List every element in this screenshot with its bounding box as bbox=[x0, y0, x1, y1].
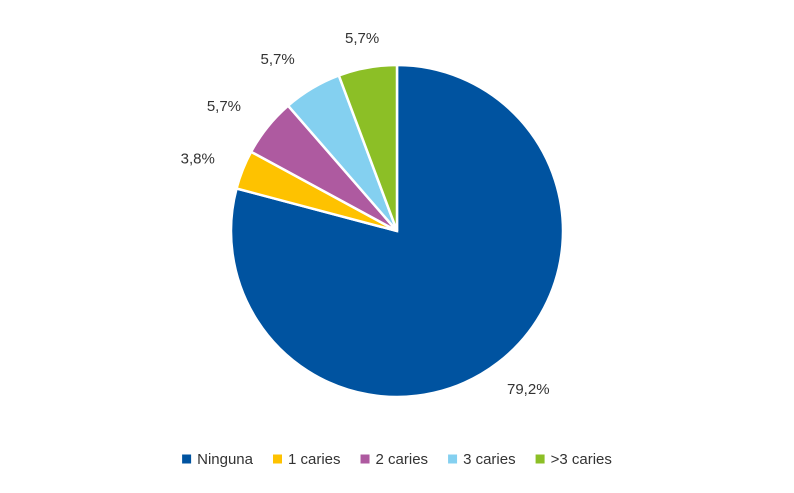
legend-label: >3 caries bbox=[551, 451, 612, 468]
legend-item: Ninguna bbox=[182, 451, 254, 468]
data-label: 79,2% bbox=[507, 381, 550, 398]
legend-label: 1 caries bbox=[288, 451, 341, 468]
data-label: 5,7% bbox=[345, 30, 379, 47]
legend-item: >3 caries bbox=[535, 451, 612, 468]
legend-label: 3 caries bbox=[463, 451, 516, 468]
pie-slice-ninguna bbox=[229, 63, 565, 399]
legend-swatch bbox=[535, 454, 545, 464]
legend-item: 3 caries bbox=[448, 451, 516, 468]
data-labels: 79,2% 3,8% 5,7% 5,7% 5,7% bbox=[181, 30, 550, 398]
legend-item: 1 caries bbox=[273, 451, 341, 468]
data-label: 3,8% bbox=[181, 151, 215, 168]
legend-swatch bbox=[273, 454, 282, 464]
data-label: 5,7% bbox=[207, 98, 241, 115]
data-label: 5,7% bbox=[261, 51, 295, 68]
pie-slice-more-than-3-caries bbox=[337, 63, 399, 232]
legend-label: 2 caries bbox=[376, 451, 429, 468]
legend-item: 2 caries bbox=[360, 451, 429, 468]
pie-slices bbox=[229, 63, 565, 399]
legend-swatch bbox=[182, 454, 192, 464]
legend-swatch bbox=[360, 454, 370, 464]
legend: Ninguna 1 caries 2 caries 3 caries >3 caries bbox=[182, 451, 612, 468]
legend-swatch bbox=[448, 454, 458, 464]
legend-label: Ninguna bbox=[197, 451, 254, 468]
